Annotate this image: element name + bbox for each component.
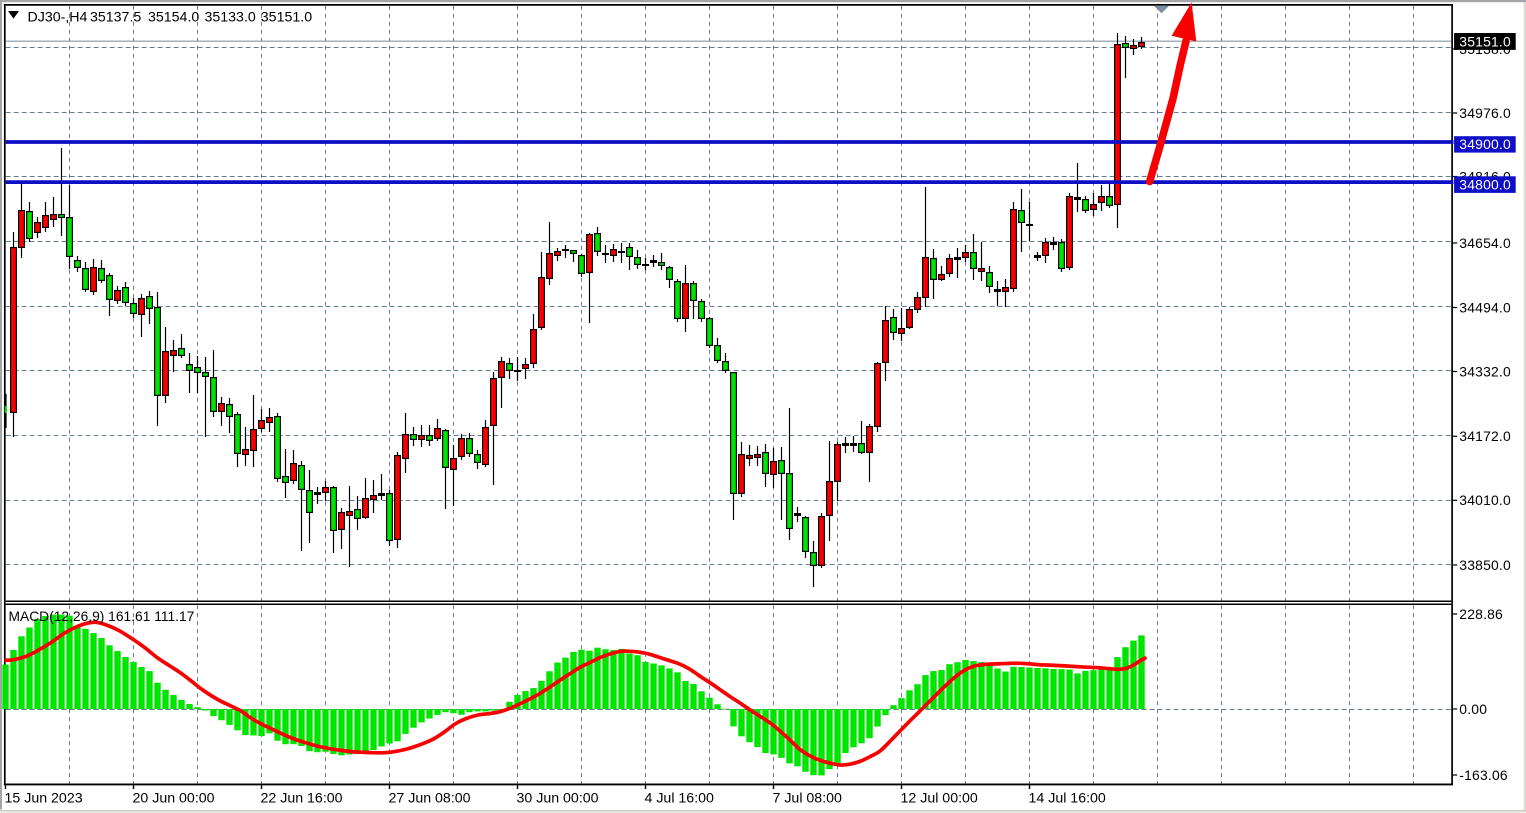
svg-text:35151.0: 35151.0 [261,9,312,25]
svg-text:14 Jul 16:00: 14 Jul 16:00 [1029,790,1106,806]
svg-text:34494.0: 34494.0 [1459,299,1511,315]
svg-text:12 Jul 00:00: 12 Jul 00:00 [901,790,978,806]
svg-text:34976.0: 34976.0 [1459,105,1511,121]
svg-text:30 Jun 00:00: 30 Jun 00:00 [517,790,599,806]
svg-text:228.86: 228.86 [1459,606,1503,622]
svg-text:33850.0: 33850.0 [1459,557,1511,573]
svg-text:34332.0: 34332.0 [1459,363,1511,379]
svg-text:7 Jul 08:00: 7 Jul 08:00 [773,790,843,806]
svg-text:4 Jul 16:00: 4 Jul 16:00 [645,790,715,806]
svg-text:34800.0: 34800.0 [1459,176,1511,192]
svg-text:34900.0: 34900.0 [1459,136,1511,152]
svg-text:34654.0: 34654.0 [1459,235,1511,251]
svg-text:0.00: 0.00 [1459,701,1487,717]
svg-text:35137.5: 35137.5 [90,9,141,25]
svg-text:-163.06: -163.06 [1459,767,1508,783]
svg-text:35154.0: 35154.0 [148,9,199,25]
svg-text:27 Jun 08:00: 27 Jun 08:00 [389,790,471,806]
svg-text:35133.0: 35133.0 [205,9,256,25]
svg-text:34172.0: 34172.0 [1459,428,1511,444]
svg-text:20 Jun 00:00: 20 Jun 00:00 [133,790,215,806]
svg-text:MACD(12,26,9) 161.61 111.17: MACD(12,26,9) 161.61 111.17 [9,609,195,624]
svg-text:15 Jun 2023: 15 Jun 2023 [5,790,83,806]
svg-text:35151.0: 35151.0 [1459,33,1511,49]
svg-text:22 Jun 16:00: 22 Jun 16:00 [261,790,343,806]
svg-text:34010.0: 34010.0 [1459,492,1511,508]
svg-text:DJ30-,H4: DJ30-,H4 [28,9,88,25]
